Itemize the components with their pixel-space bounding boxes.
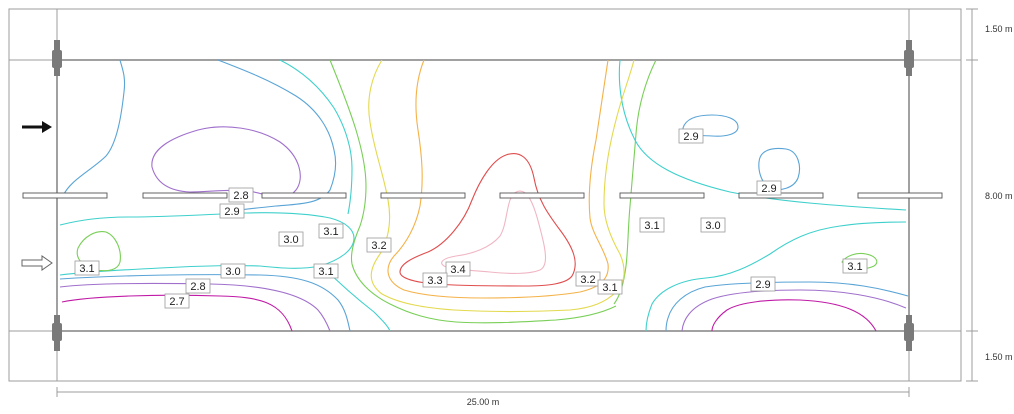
svg-text:2.9: 2.9 — [683, 131, 698, 143]
contour-3-1-right-mid — [613, 59, 657, 305]
svg-text:2.7: 2.7 — [169, 296, 184, 308]
contour-label: 3.1 — [842, 258, 868, 274]
luminaire-row — [22, 192, 943, 199]
svg-text:3.3: 3.3 — [427, 275, 442, 287]
pole-top-left — [52, 40, 62, 76]
svg-text:3.1: 3.1 — [79, 263, 94, 275]
contour-label: 3.4 — [445, 261, 471, 277]
dimension-line-bottom — [56, 387, 910, 397]
contour-3-0-right — [645, 221, 907, 332]
dim-length: 25.00 m — [467, 397, 500, 407]
luminaire — [619, 192, 705, 199]
contour-label: 3.2 — [575, 271, 601, 287]
svg-text:2.9: 2.9 — [755, 279, 770, 291]
traffic-arrow-solid-icon — [22, 121, 52, 133]
luminaire — [22, 192, 108, 199]
contour-labels: 2.8 2.9 3.0 3.1 3.2 3.4 3.3 3.1 3.0 3.1 … — [74, 128, 868, 309]
svg-text:3.0: 3.0 — [283, 234, 298, 246]
svg-text:3.1: 3.1 — [318, 266, 333, 278]
svg-text:3.1: 3.1 — [847, 261, 862, 273]
sidewalk-outline — [8, 8, 962, 382]
contour-label: 3.0 — [220, 263, 246, 279]
svg-text:3.4: 3.4 — [450, 264, 465, 276]
pole-bottom-right — [904, 315, 914, 351]
dimension-lines-right — [966, 8, 978, 382]
contour-label: 3.2 — [366, 237, 392, 253]
svg-text:2.9: 2.9 — [224, 206, 239, 218]
contour-label: 3.1 — [639, 217, 665, 233]
contour-label: 2.8 — [228, 187, 254, 203]
contour-label: 3.1 — [597, 279, 623, 295]
contour-3-0-left — [59, 212, 355, 276]
contour-3-0-bottom-mid — [321, 265, 391, 332]
svg-text:2.8: 2.8 — [190, 281, 205, 293]
contour-2-7-bottom-left — [61, 294, 293, 332]
contour-2-9-top-left-b — [217, 59, 337, 213]
svg-text:3.1: 3.1 — [323, 226, 338, 238]
contour-label: 3.0 — [700, 217, 726, 233]
poles — [52, 40, 914, 351]
contour-label: 3.1 — [74, 260, 100, 276]
dim-sidewalk-bottom: 1.50 m — [985, 352, 1013, 362]
svg-text:2.9: 2.9 — [761, 183, 776, 195]
svg-text:3.2: 3.2 — [580, 274, 595, 286]
contour-label: 3.3 — [422, 272, 448, 288]
dim-roadway: 8.00 m — [985, 191, 1013, 201]
contour-label: 3.0 — [278, 231, 304, 247]
contour-3-0-right-top — [618, 59, 907, 211]
contour-label: 2.9 — [219, 203, 245, 219]
svg-text:3.1: 3.1 — [644, 220, 659, 232]
contour-label: 2.9 — [750, 276, 776, 292]
contour-2-8-top-left — [151, 126, 301, 199]
contour-label: 3.1 — [318, 223, 344, 239]
contour-2-8-bottom-left — [59, 282, 331, 332]
luminaire — [142, 192, 228, 199]
pole-top-right — [904, 40, 914, 76]
pole-bottom-left — [52, 315, 62, 351]
svg-text:3.1: 3.1 — [602, 282, 617, 294]
contour-label: 2.9 — [678, 128, 704, 144]
contour-3-5 — [441, 190, 547, 274]
svg-text:3.2: 3.2 — [371, 240, 386, 252]
contour-2-9-bottom-left — [59, 274, 351, 332]
contour-2-9-bottom-right — [665, 281, 909, 332]
contour-3-4 — [399, 153, 576, 287]
luminaire — [499, 192, 585, 199]
svg-text:3.0: 3.0 — [705, 220, 720, 232]
contour-2-7-bottom-right — [711, 299, 877, 332]
contour-label: 2.9 — [756, 180, 782, 196]
contour-label: 3.1 — [313, 263, 339, 279]
contour-3-3 — [387, 59, 609, 299]
svg-text:3.0: 3.0 — [225, 266, 240, 278]
contour-2-9-top-left — [62, 59, 126, 197]
contour-label: 2.7 — [164, 293, 190, 309]
contour-3-1-top-mid — [329, 59, 617, 324]
luminaire — [261, 192, 347, 199]
traffic-arrow-outline-icon — [21, 255, 53, 271]
contour-label: 2.8 — [185, 278, 211, 294]
luminaire — [857, 192, 943, 199]
contour-3-2 — [368, 59, 635, 313]
svg-text:2.8: 2.8 — [233, 190, 248, 202]
luminaire — [380, 192, 466, 199]
contour-3-0-top-mid — [279, 59, 353, 215]
dim-sidewalk-top: 1.50 m — [985, 24, 1013, 34]
